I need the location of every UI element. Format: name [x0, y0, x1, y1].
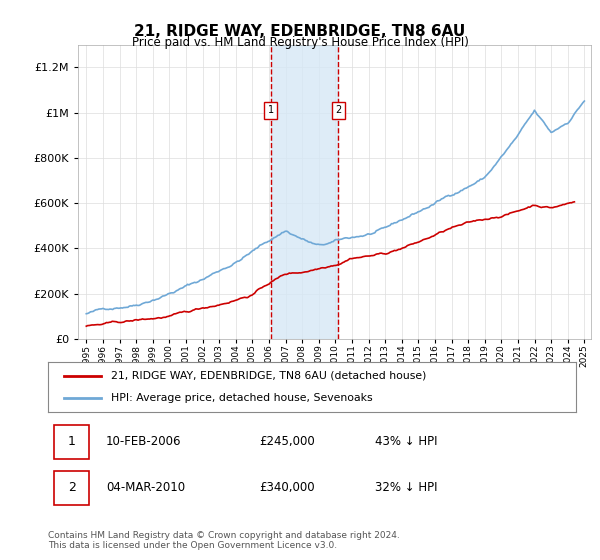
Text: 10-FEB-2006: 10-FEB-2006 — [106, 436, 182, 449]
Text: 1: 1 — [68, 436, 76, 449]
Text: 21, RIDGE WAY, EDENBRIDGE, TN8 6AU: 21, RIDGE WAY, EDENBRIDGE, TN8 6AU — [134, 24, 466, 39]
Text: £340,000: £340,000 — [259, 481, 315, 494]
Text: 32% ↓ HPI: 32% ↓ HPI — [376, 481, 438, 494]
Text: 43% ↓ HPI: 43% ↓ HPI — [376, 436, 438, 449]
Text: HPI: Average price, detached house, Sevenoaks: HPI: Average price, detached house, Seve… — [112, 393, 373, 403]
Text: £245,000: £245,000 — [259, 436, 315, 449]
Text: 2: 2 — [68, 481, 76, 494]
Bar — [271, 45, 338, 339]
Text: 21, RIDGE WAY, EDENBRIDGE, TN8 6AU (detached house): 21, RIDGE WAY, EDENBRIDGE, TN8 6AU (deta… — [112, 371, 427, 381]
Bar — [55, 425, 89, 459]
Bar — [55, 470, 89, 505]
Text: 04-MAR-2010: 04-MAR-2010 — [106, 481, 185, 494]
Text: Price paid vs. HM Land Registry's House Price Index (HPI): Price paid vs. HM Land Registry's House … — [131, 36, 469, 49]
Text: 1: 1 — [268, 105, 274, 115]
Text: 2: 2 — [335, 105, 341, 115]
Bar — [578, 45, 591, 339]
Text: Contains HM Land Registry data © Crown copyright and database right 2024.
This d: Contains HM Land Registry data © Crown c… — [48, 531, 400, 550]
